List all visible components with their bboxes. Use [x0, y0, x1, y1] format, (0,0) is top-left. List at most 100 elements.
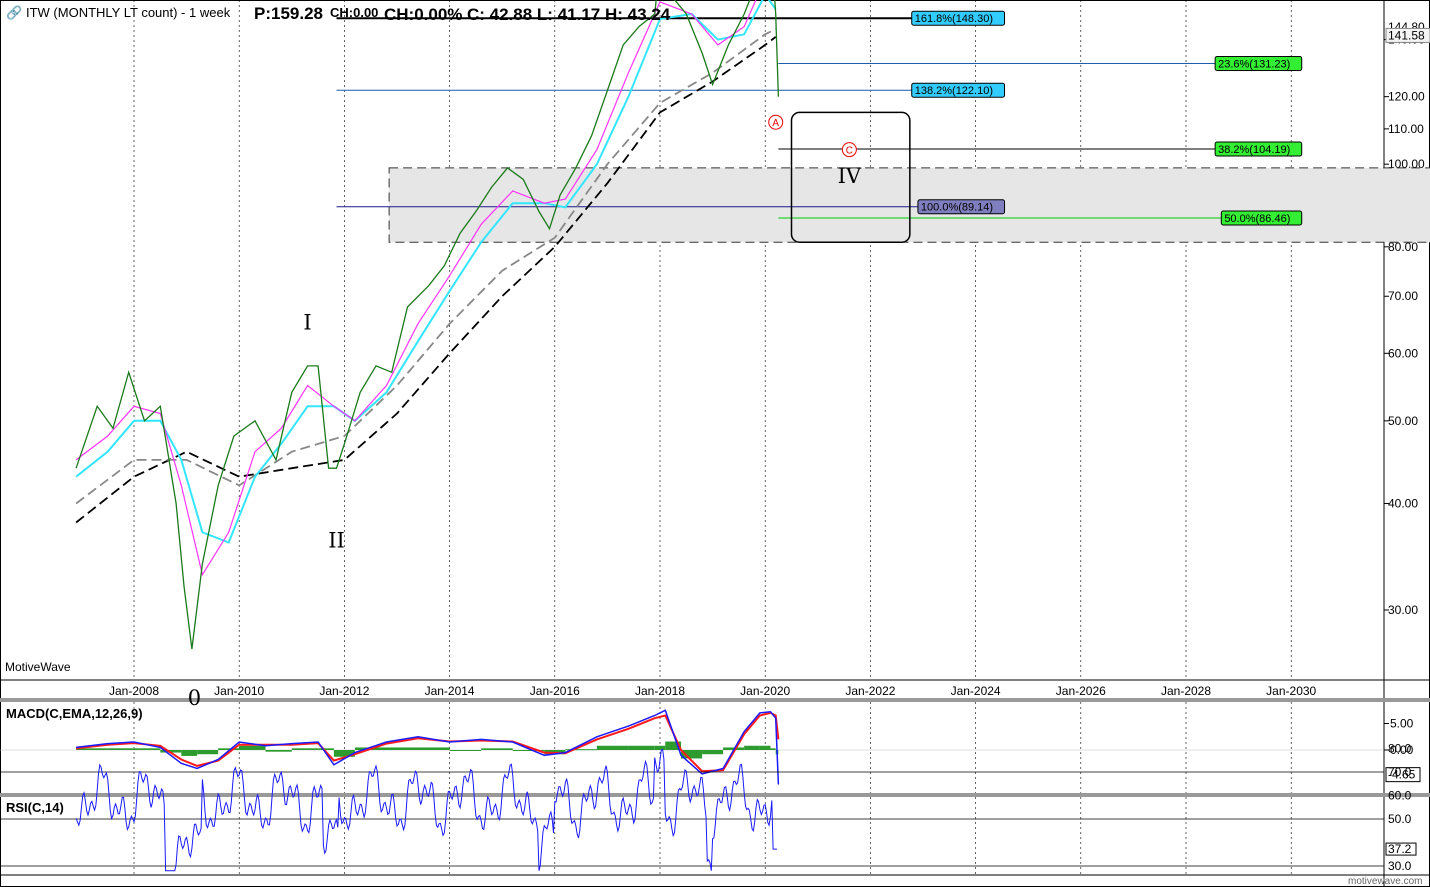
macd-histogram-bar	[481, 748, 513, 750]
x-tick-label: Jan-2022	[845, 684, 895, 698]
x-tick-label: Jan-2010	[214, 684, 264, 698]
x-tick-label: Jan-2020	[740, 684, 790, 698]
rsi-y-label: 60.0	[1388, 789, 1412, 803]
macd-histogram-bar	[565, 749, 597, 751]
sma-mid-line	[75, 28, 777, 505]
header-change-pct: CH:0.00%	[384, 5, 462, 24]
ema-slow-line	[75, 0, 777, 544]
macd-histogram-bar	[386, 747, 419, 750]
x-tick-label: Jan-2024	[951, 684, 1001, 698]
rsi-value-label: 37.2	[1388, 842, 1412, 856]
macd-histogram-bar	[654, 745, 666, 750]
rsi-y-label: 30.0	[1388, 859, 1412, 873]
macd-y-label: 5.00	[1390, 717, 1414, 731]
rsi-y-label: 50.0	[1388, 812, 1412, 826]
x-tick-label: Jan-2016	[530, 684, 580, 698]
fib-level-tag	[1220, 210, 1303, 226]
macd-histogram-bar	[759, 745, 771, 750]
macd-histogram-bar	[197, 750, 219, 755]
y-tick-label: 40.00	[1388, 496, 1418, 510]
macd-histogram-bar	[76, 748, 108, 750]
fib-level-tag	[917, 199, 1006, 215]
footer-site: motivewave.com	[1348, 876, 1422, 887]
sma-long-line	[75, 36, 777, 524]
macd-histogram-bar	[628, 745, 655, 750]
macd-histogram-bar	[333, 750, 355, 757]
y-tick-label: 30.00	[1388, 603, 1418, 617]
x-tick-label: Jan-2030	[1266, 684, 1316, 698]
ema-fast-line	[75, 0, 757, 577]
ma-value-label: 141.58	[1388, 28, 1425, 42]
macd-line	[76, 709, 780, 785]
macd-histogram-bar	[770, 748, 776, 750]
y-tick-label: 60.00	[1388, 346, 1418, 360]
y-tick-label: 50.00	[1388, 414, 1418, 428]
macd-y-label: 0.00	[1390, 743, 1414, 757]
macd-histogram-bar	[512, 750, 545, 751]
macd-histogram-bar	[291, 748, 319, 750]
fib-level-label: 38.2%(104.19)	[1218, 144, 1290, 156]
macd-value-label: -4.65	[1388, 768, 1416, 782]
rsi-y-label: 70.0	[1388, 765, 1412, 779]
wave-label-circle	[841, 142, 857, 158]
x-tick-label: Jan-2008	[109, 684, 159, 698]
macd-histogram-bar	[107, 748, 134, 750]
ma-value-tag	[1385, 27, 1430, 43]
rsi-line	[75, 748, 777, 872]
wave-iv-target-box	[790, 111, 911, 243]
price-line	[75, 0, 780, 650]
wave-label-a: A	[772, 118, 779, 129]
macd-histogram-bar	[681, 750, 703, 759]
rsi-value-tag	[1385, 842, 1417, 856]
wave-label-iv: IV	[838, 164, 862, 188]
macd-value-tag	[1385, 767, 1421, 783]
link-icon: 🔗	[6, 4, 22, 21]
macd-histogram-bar	[665, 741, 682, 750]
wave-label-circle	[768, 114, 784, 130]
fib-level-label: 138.2%(122.10)	[915, 85, 993, 97]
wave-label-ii: II	[328, 529, 345, 553]
y-tick-label: 70.00	[1388, 289, 1418, 303]
fib-level-label: 23.6%(131.23)	[1218, 59, 1290, 71]
watermark: MotiveWave	[5, 660, 71, 674]
macd-histogram-bar	[134, 748, 161, 750]
y-tick-label: 80.00	[1388, 240, 1418, 254]
macd-histogram-bar	[181, 750, 198, 756]
wave-label-0: 0	[188, 686, 201, 710]
fib-level-tag	[1214, 56, 1303, 72]
fib-level-tag	[1214, 141, 1303, 157]
header-price: P:159.28	[254, 4, 323, 23]
macd-histogram-bar	[318, 748, 334, 750]
wave-label-c: C	[846, 146, 853, 157]
header-change: CH:0.00	[330, 5, 378, 20]
fib-level-label: 161.8%(148.30)	[915, 13, 993, 25]
y-tick-label: 110.00	[1388, 122, 1424, 136]
fib-level-label: 50.0%(86.46)	[1224, 213, 1290, 225]
fib-level-label: 100.0%(89.14)	[921, 202, 993, 214]
fib-level-tag	[911, 10, 1006, 26]
pane-separator	[0, 698, 1430, 702]
macd-histogram-bar	[702, 750, 724, 755]
pane-separator	[0, 793, 1430, 797]
x-tick-label: Jan-2012	[319, 684, 369, 698]
macd-histogram-bar	[239, 745, 266, 750]
macd-histogram-bar	[596, 745, 629, 750]
header-ohlc: C: 42.88 L: 41.17 H: 43.24	[467, 5, 671, 24]
x-tick-label: Jan-2018	[635, 684, 685, 698]
fib-level-tag	[911, 82, 1006, 98]
x-tick-label: Jan-2014	[425, 684, 475, 698]
rsi-title: RSI(C,14)	[6, 800, 64, 815]
macd-histogram-bar	[418, 747, 450, 750]
wave-label-i: I	[303, 310, 311, 334]
macd-histogram-bar	[160, 750, 182, 753]
x-tick-label: Jan-2026	[1056, 684, 1106, 698]
macd-histogram-bar	[744, 745, 760, 750]
macd-histogram-bar	[218, 748, 240, 750]
macd-title: MACD(C,EMA,12,26,9)	[6, 706, 143, 721]
macd-histogram-bar	[449, 750, 482, 751]
macd-histogram-bar	[265, 750, 292, 752]
x-tick-label: Jan-2028	[1161, 684, 1211, 698]
rsi-y-label: 80.0	[1388, 742, 1412, 756]
y-tick-label: 120.00	[1388, 90, 1425, 104]
